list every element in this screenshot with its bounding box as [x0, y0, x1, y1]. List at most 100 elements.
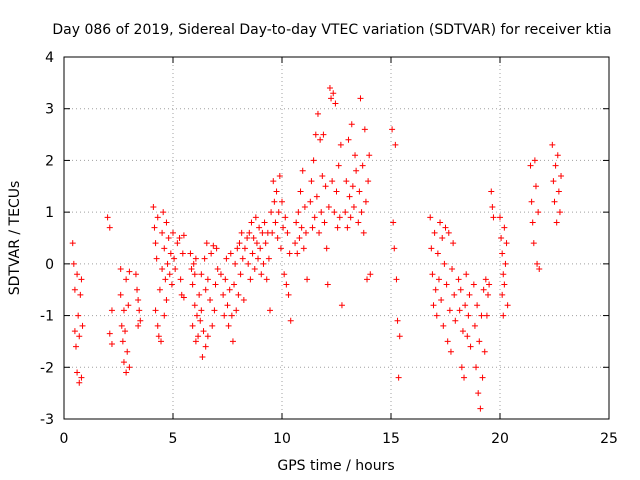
data-point: [549, 141, 556, 148]
data-point: [246, 229, 253, 236]
data-point: [273, 188, 280, 195]
data-point: [227, 250, 234, 257]
data-point: [350, 203, 357, 210]
data-point: [504, 302, 511, 309]
data-point: [202, 343, 209, 350]
data-point: [307, 198, 314, 205]
data-point: [347, 214, 354, 221]
data-point: [225, 322, 232, 329]
data-point: [118, 322, 125, 329]
data-point: [259, 229, 266, 236]
data-point: [174, 240, 181, 247]
data-point: [249, 250, 256, 257]
data-point: [451, 291, 458, 298]
data-point: [352, 152, 359, 159]
data-point: [301, 203, 308, 210]
data-point: [555, 188, 562, 195]
x-tick-label: 5: [169, 431, 178, 447]
data-point: [299, 167, 306, 174]
data-point: [317, 136, 324, 143]
data-point: [212, 281, 219, 288]
x-tick-label: 20: [491, 431, 509, 447]
data-point: [358, 209, 365, 216]
data-point: [551, 198, 558, 205]
y-tick-label: 4: [45, 50, 54, 66]
data-points: [69, 85, 565, 412]
data-point: [320, 131, 327, 138]
data-point: [134, 286, 141, 293]
data-point: [430, 302, 437, 309]
data-point: [292, 240, 299, 247]
data-point: [332, 100, 339, 107]
data-point: [536, 266, 543, 273]
data-point: [353, 167, 360, 174]
data-point: [126, 268, 133, 275]
data-point: [302, 229, 309, 236]
y-tick-label: 3: [45, 102, 54, 118]
data-point: [125, 302, 132, 309]
data-point: [72, 343, 79, 350]
data-point: [196, 291, 203, 298]
data-point: [466, 291, 473, 298]
data-point: [154, 322, 161, 329]
data-point: [204, 333, 211, 340]
data-point: [488, 188, 495, 195]
data-point: [198, 307, 205, 314]
data-point: [325, 203, 332, 210]
data-point: [326, 85, 333, 92]
data-point: [441, 260, 448, 267]
y-tick-label: 1: [45, 205, 54, 221]
data-point: [391, 245, 398, 252]
data-point: [532, 183, 539, 190]
data-point: [531, 157, 538, 164]
data-point: [362, 198, 369, 205]
data-point: [232, 260, 239, 267]
data-point: [489, 203, 496, 210]
data-point: [445, 229, 452, 236]
data-point: [433, 312, 440, 319]
data-point: [167, 250, 174, 257]
data-point: [241, 245, 248, 252]
data-point: [195, 333, 202, 340]
data-point: [439, 235, 446, 241]
data-point: [275, 209, 282, 216]
y-tick-label: 2: [45, 153, 54, 169]
data-point: [69, 240, 76, 247]
data-point: [501, 281, 508, 288]
data-point: [360, 229, 367, 236]
data-point: [191, 271, 198, 278]
data-point: [313, 193, 320, 200]
data-point: [190, 260, 197, 267]
data-point: [240, 297, 247, 304]
data-point: [349, 183, 356, 190]
data-point: [272, 219, 279, 226]
data-point: [552, 162, 559, 169]
data-point: [204, 276, 211, 283]
data-point: [281, 271, 288, 278]
data-point: [170, 229, 176, 236]
data-point: [161, 312, 168, 319]
data-point: [279, 198, 285, 205]
data-point: [312, 131, 319, 138]
data-point: [214, 266, 221, 273]
data-point: [342, 209, 349, 216]
data-point: [271, 198, 278, 205]
data-point: [431, 229, 438, 236]
x-tick-label: 10: [273, 431, 291, 447]
y-tick-label: 0: [45, 257, 54, 273]
data-point: [529, 219, 536, 226]
data-point: [295, 209, 302, 216]
data-point: [480, 286, 487, 293]
data-point: [207, 297, 214, 304]
data-point: [117, 266, 124, 273]
data-point: [158, 338, 165, 345]
data-point: [556, 209, 563, 216]
data-point: [120, 307, 127, 314]
data-point: [106, 330, 113, 337]
data-point: [201, 255, 208, 262]
data-point: [252, 214, 259, 221]
data-point: [222, 276, 229, 283]
data-point: [298, 224, 305, 231]
data-point: [446, 307, 453, 314]
data-point: [478, 312, 485, 319]
